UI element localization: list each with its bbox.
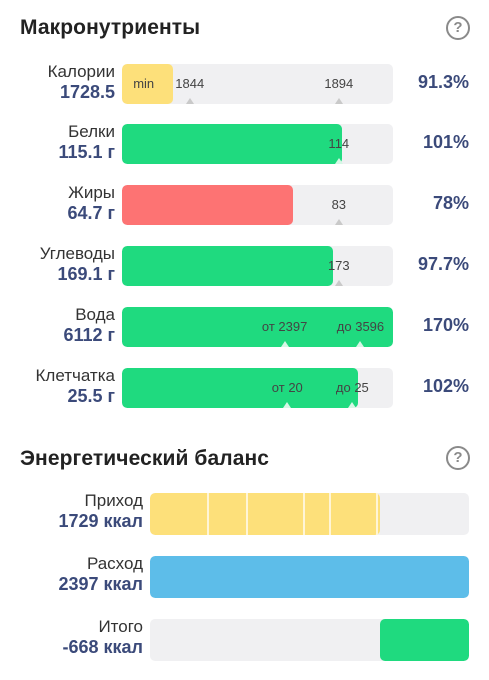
macro-label: Вода: [75, 305, 115, 324]
macro-progress-fill: [122, 64, 174, 104]
energy-bar: [150, 556, 469, 598]
target-mark-label: 114: [328, 136, 350, 151]
target-marker: [356, 341, 365, 347]
target-mark-label: от 20: [271, 380, 303, 395]
macro-row[interactable]: Жиры 64.7 г 83 78%: [0, 183, 489, 229]
macro-percent: 170%: [422, 315, 469, 335]
macro-label: Калории: [47, 62, 115, 81]
macro-label: Жиры: [68, 183, 115, 202]
macro-row[interactable]: Белки 115.1 г 114 101%: [0, 122, 489, 168]
meal-segment-divider: [207, 493, 210, 535]
macro-progress-bar: 173: [122, 246, 393, 286]
energy-row[interactable]: Итого -668 ккал: [0, 617, 489, 663]
energy-title: Энергетический баланс: [20, 447, 270, 470]
target-marker: [334, 158, 343, 164]
energy-row[interactable]: Приход 1729 ккал: [0, 491, 489, 537]
macro-progress-bar: от 2397 до 3596: [122, 307, 393, 347]
target-marker: [334, 280, 343, 286]
macro-label: Клетчатка: [35, 366, 116, 385]
macro-percent: 78%: [432, 193, 469, 213]
target-mark-label: min: [133, 76, 155, 91]
meal-segment-divider: [303, 493, 306, 535]
target-marker: [334, 98, 343, 104]
macro-row[interactable]: Калории 1728.5 min 1844 1894 91.3%: [0, 62, 489, 108]
energy-label: Расход: [86, 554, 143, 573]
macro-row[interactable]: Углеводы 169.1 г 173 97.7%: [0, 244, 489, 290]
energy-row[interactable]: Расход 2397 ккал: [0, 554, 489, 600]
energy-label: Итого: [98, 617, 143, 636]
macro-progress-fill: [122, 307, 393, 347]
energy-value: 1729 ккал: [58, 511, 143, 531]
energy-label: Приход: [84, 491, 143, 510]
macro-value: 1728.5: [59, 82, 115, 102]
target-mark-label: 1894: [324, 76, 354, 91]
target-marker: [185, 98, 194, 104]
target-marker: [280, 341, 289, 347]
macro-row[interactable]: Вода 6112 г от 2397 до 3596 170%: [0, 305, 489, 351]
target-marker: [283, 402, 292, 408]
meal-segment-divider: [328, 493, 331, 535]
energy-bar-fill: [379, 619, 469, 661]
macro-label: Белки: [68, 122, 115, 141]
macro-progress-bar: 114: [122, 124, 393, 164]
macro-label: Углеводы: [39, 244, 115, 263]
target-mark-label: 173: [327, 258, 350, 273]
macro-progress-bar: 83: [122, 185, 393, 225]
macro-value: 6112 г: [63, 325, 115, 345]
macros-title: Макронутриенты: [20, 16, 201, 39]
target-marker: [348, 402, 357, 408]
target-mark-label: 1844: [175, 76, 205, 91]
energy-bar-fill: [150, 556, 469, 598]
macro-progress-bar: от 20 до 25: [122, 368, 393, 408]
macro-percent: 97.7%: [417, 254, 469, 274]
macro-progress-fill: [122, 368, 358, 408]
macro-value: 25.5 г: [67, 386, 115, 406]
energy-value: -668 ккал: [62, 637, 144, 657]
macro-percent: 102%: [422, 376, 469, 396]
meal-segment-divider: [376, 493, 379, 535]
macro-progress-fill: [122, 185, 293, 225]
target-mark-label: от 2397: [261, 319, 308, 334]
macro-value: 169.1 г: [57, 264, 115, 284]
macro-percent: 91.3%: [417, 72, 469, 92]
meal-segment-divider: [245, 493, 248, 535]
macro-progress-bar: min 1844 1894: [122, 64, 393, 104]
energy-bar: [150, 493, 469, 535]
help-icon[interactable]: ?: [446, 446, 470, 470]
target-marker: [334, 219, 343, 225]
macro-value: 64.7 г: [67, 203, 115, 223]
macro-progress-fill: [122, 124, 342, 164]
help-icon[interactable]: ?: [446, 16, 470, 40]
target-mark-label: 83: [331, 197, 347, 212]
energy-value: 2397 ккал: [58, 574, 143, 594]
target-mark-label: до 25: [335, 380, 369, 395]
macro-progress-fill: [122, 246, 334, 286]
macro-percent: 101%: [422, 132, 469, 152]
target-mark-label: до 3596: [336, 319, 385, 334]
macro-row[interactable]: Клетчатка 25.5 г от 20 до 25 102%: [0, 366, 489, 412]
macro-value: 115.1 г: [58, 142, 115, 162]
energy-bar: [150, 619, 469, 661]
energy-bar-fill: [150, 493, 380, 535]
